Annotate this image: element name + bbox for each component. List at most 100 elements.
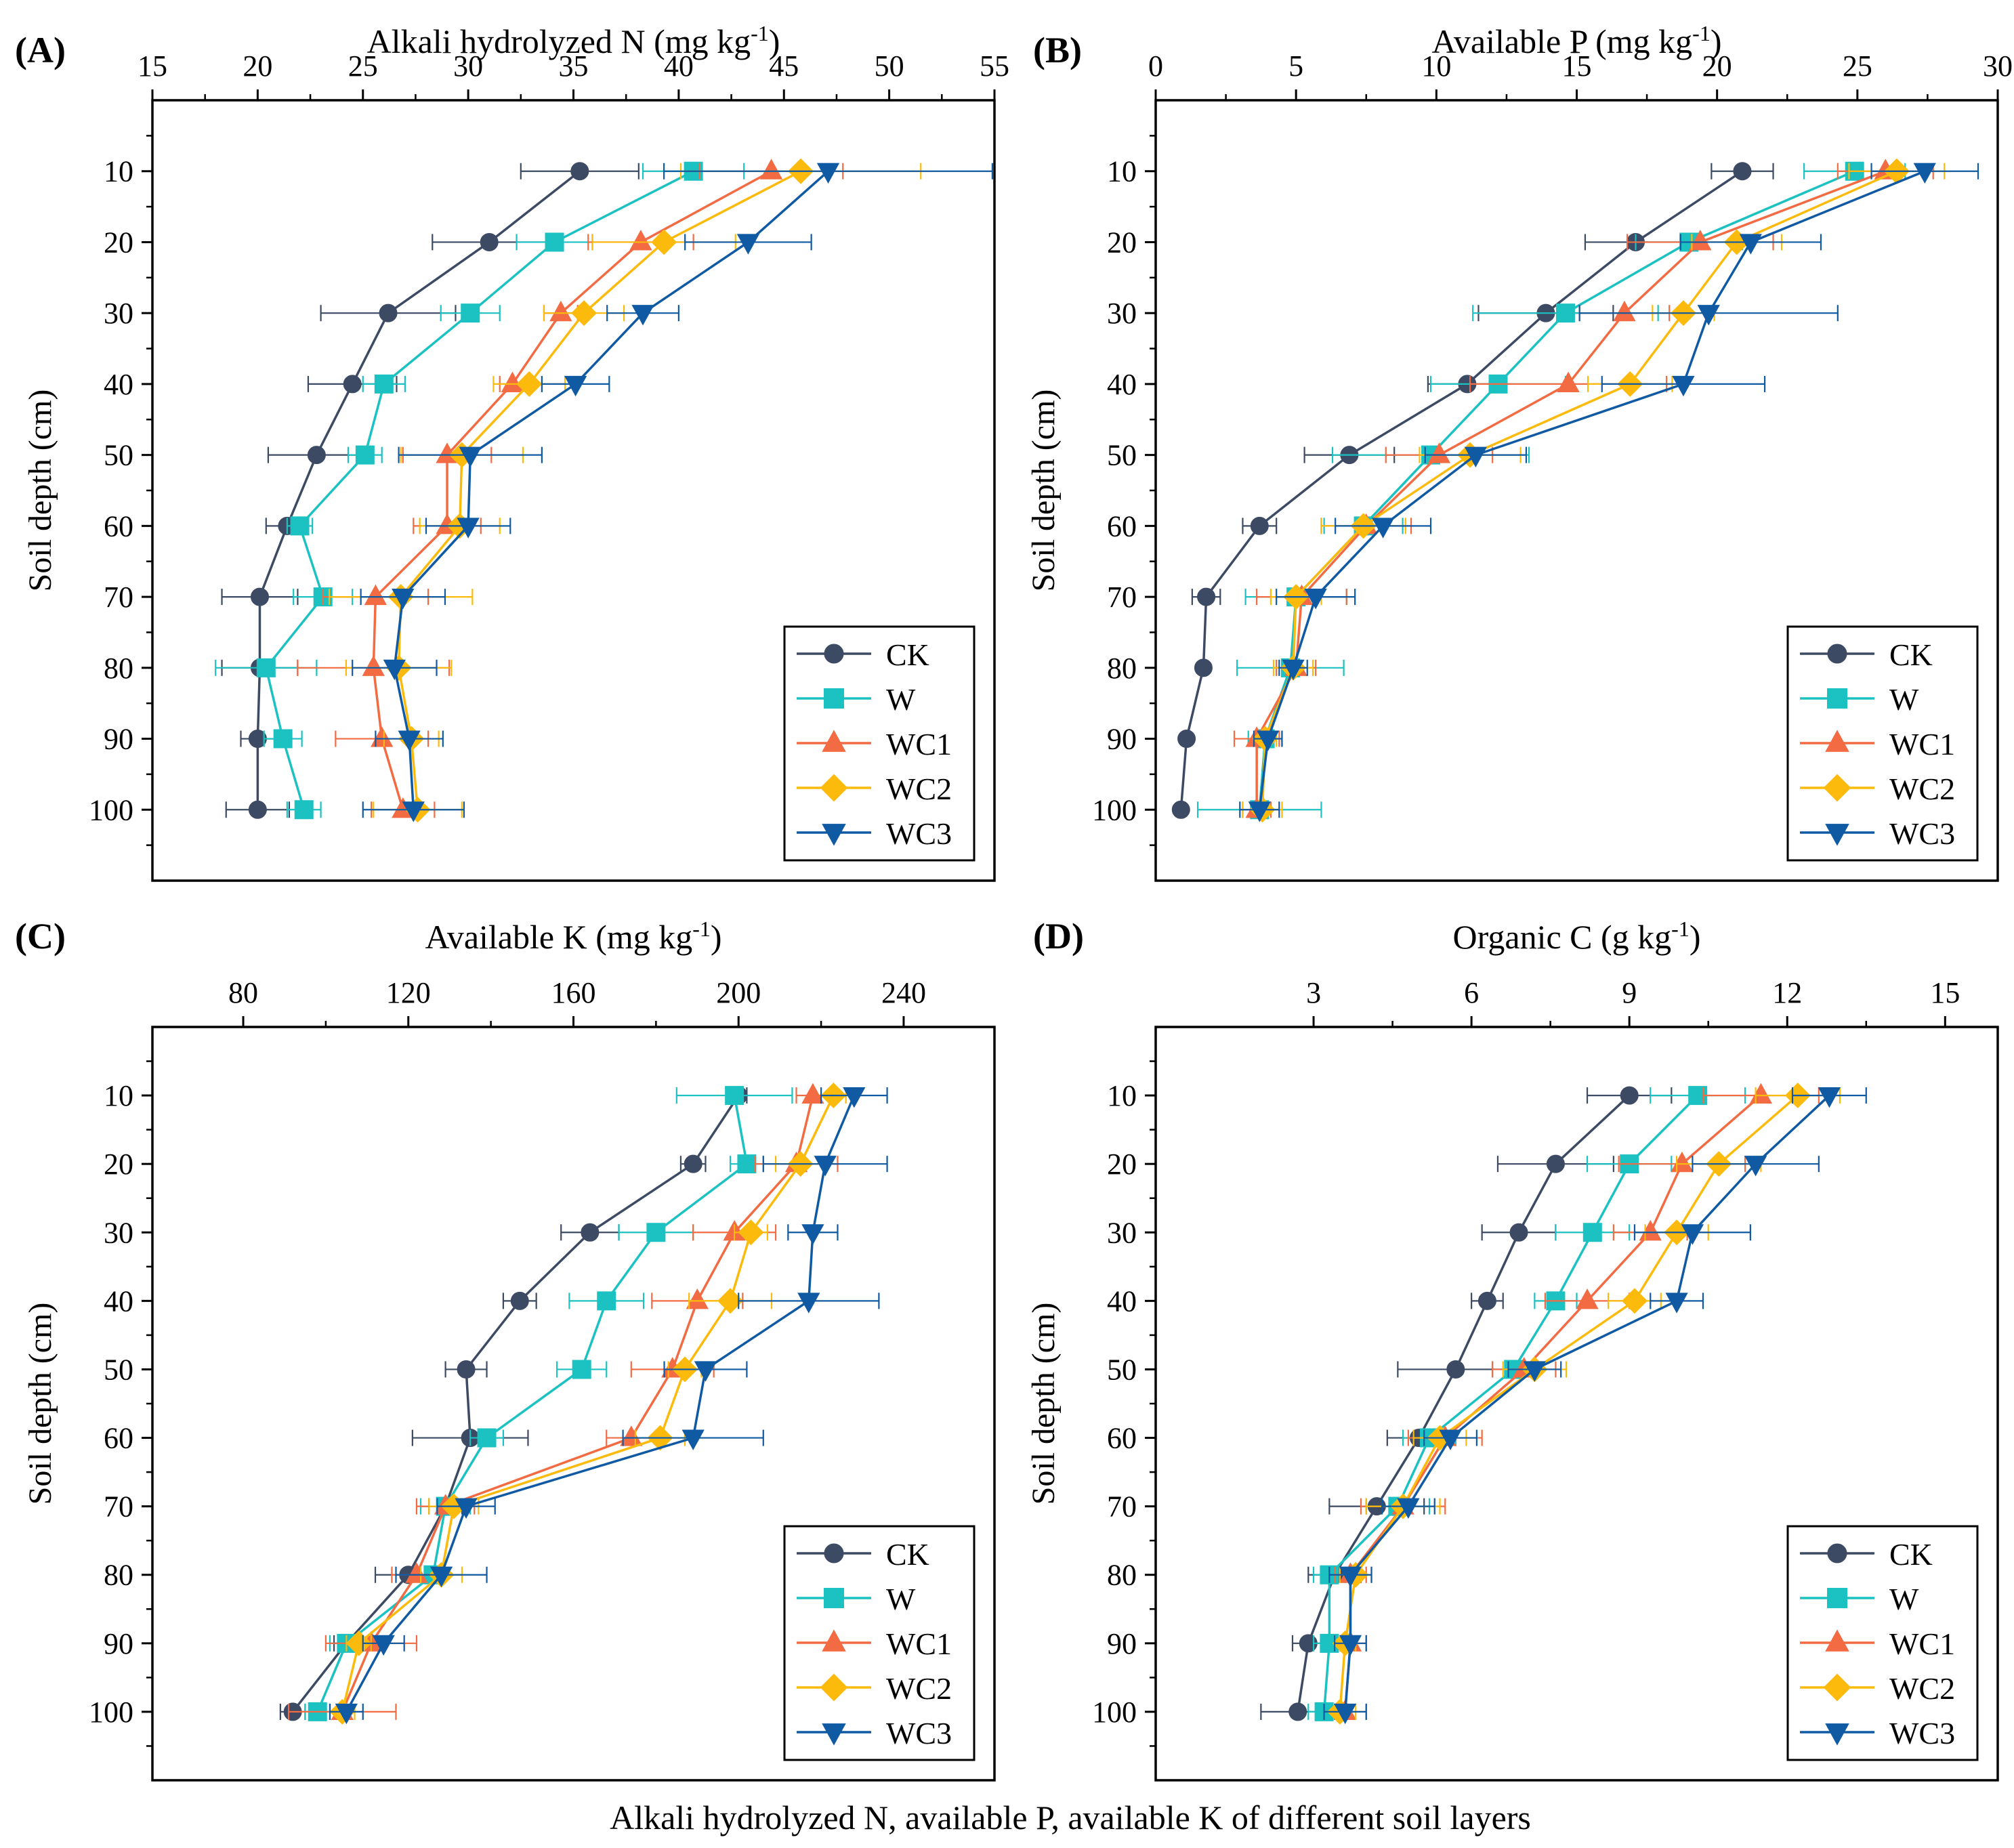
axis-title-text: Organic C (g kg [1453,918,1672,956]
x-tick-label: 10 [1421,49,1451,83]
y-tick-label: 40 [1107,1284,1137,1318]
data-point [461,303,480,323]
data-point [248,800,267,819]
data-point [392,589,415,610]
series-line [372,170,772,810]
legend-marker [1827,688,1847,709]
legend-label-wc1: WC1 [1889,727,1955,761]
data-point [681,1429,705,1450]
legend-marker [820,774,848,802]
legend-marker [820,1673,848,1702]
legend-marker [822,1723,846,1746]
data-point [1197,587,1216,606]
legend-c: CK W WC1 WC2 WC3 [783,1525,975,1761]
data-point [1639,1219,1662,1241]
legend-marker [1825,730,1849,752]
y-tick-label: 20 [1107,226,1137,259]
data-point [1250,516,1269,535]
data-point [1744,1156,1767,1177]
y-tick-label: 90 [1107,1627,1137,1660]
data-point [1339,1635,1362,1656]
data-point [572,1360,591,1379]
data-point [581,1223,600,1242]
data-point [1671,1151,1694,1173]
data-point [1557,371,1580,392]
data-point [429,1566,453,1588]
axis-title-text: Available P (mg kg [1432,22,1693,60]
data-point [1427,442,1451,463]
series-line [1297,1094,1631,1713]
data-point [343,375,362,394]
axis-title-close: ) [769,22,780,60]
data-point [1665,1293,1688,1314]
legend-a: CK W WC1 WC2 WC3 [783,625,975,862]
y-axis-label-a: Soil depth (cm) [22,390,58,592]
legend-label-wc3: WC3 [886,816,952,851]
series-wc2 [329,1083,847,1725]
data-point [273,729,293,749]
data-point [1621,1288,1648,1314]
series-wc3 [329,1087,888,1725]
series-line [341,1095,814,1713]
y-tick-label: 90 [1107,723,1137,756]
data-point [1620,1086,1639,1105]
x-tick-label: 12 [1772,976,1802,1009]
data-point [816,163,840,184]
legend-d: CK W WC1 WC2 WC3 [1786,1525,1979,1761]
x-tick-label: 200 [716,976,761,1009]
data-point [516,371,543,397]
series-line [341,1095,835,1713]
legend-marker [1823,1673,1851,1702]
series-line [1255,170,1886,810]
data-point [1509,1223,1528,1242]
x-tick-label: 30 [1983,49,2013,83]
data-point [646,1223,666,1242]
data-point [355,445,375,465]
data-point [1733,162,1752,181]
data-point [1320,1633,1339,1653]
data-point [1613,300,1636,322]
series-wc3 [1239,163,1979,822]
x-tick-label: 20 [243,49,272,83]
data-point [290,516,310,536]
data-point [480,232,499,251]
data-point [1697,305,1720,326]
legend-marker [1825,824,1849,846]
data-point [372,1635,395,1656]
data-point [797,1293,820,1314]
x-tick-label: 9 [1622,976,1637,1009]
series-line [1339,1094,1799,1713]
legend-label-wc3: WC3 [1889,1716,1955,1750]
legend-label-w: W [1889,682,1919,717]
data-point [1177,730,1196,749]
data-point [1818,1087,1841,1108]
legend-marker [824,1588,844,1608]
series-ck [1260,1086,1673,1721]
data-point [1672,375,1695,397]
y-tick-label: 50 [1107,1353,1137,1386]
data-point [307,446,326,465]
data-point [1371,518,1395,539]
axis-title-d: Organic C (g kg-1) [1453,917,1701,956]
axis-title-text: Alkali hydrolyzed N (mg kg [367,22,751,60]
data-point [362,655,385,676]
data-point [1464,446,1487,467]
x-tick-label: 55 [980,49,1009,83]
axis-title-b: Available P (mg kg-1) [1432,21,1722,60]
legend-label-wc1: WC1 [886,1626,952,1661]
legend-label-ck: CK [886,637,929,672]
legend-label-wc2: WC2 [1889,772,1955,806]
y-tick-label: 50 [104,1353,133,1386]
legend-b: CK W WC1 WC2 WC3 [1786,625,1979,862]
series-line [291,1095,740,1713]
axis-title-text: Available K (mg kg [425,918,692,956]
legend-marker [822,730,846,752]
legend-label-wc3: WC3 [1889,816,1955,851]
data-point [1257,730,1280,751]
figure-caption: Alkali hydrolyzed N, available P, availa… [610,1799,1531,1836]
data-point [379,303,398,322]
series-w [215,161,745,820]
data-point [686,1288,709,1309]
data-point [631,305,654,326]
